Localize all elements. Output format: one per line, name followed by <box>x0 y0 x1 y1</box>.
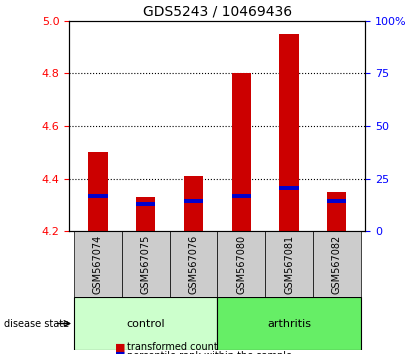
FancyBboxPatch shape <box>265 232 313 297</box>
Bar <box>232 73 251 232</box>
Text: GSM567082: GSM567082 <box>332 235 342 294</box>
Text: transformed count: transformed count <box>127 342 218 352</box>
Text: GSM567075: GSM567075 <box>141 235 151 294</box>
FancyBboxPatch shape <box>74 297 217 350</box>
Text: GSM567076: GSM567076 <box>189 235 199 294</box>
Text: GSM567080: GSM567080 <box>236 235 246 294</box>
Bar <box>184 199 203 203</box>
Bar <box>136 202 155 206</box>
Text: control: control <box>127 319 165 329</box>
Text: ■: ■ <box>115 351 126 354</box>
FancyBboxPatch shape <box>74 232 122 297</box>
Bar <box>88 152 108 232</box>
Text: GSM567074: GSM567074 <box>93 235 103 294</box>
Title: GDS5243 / 10469436: GDS5243 / 10469436 <box>143 4 292 18</box>
Bar <box>327 192 346 232</box>
Bar <box>184 176 203 232</box>
Bar <box>279 34 299 232</box>
Bar <box>327 199 346 203</box>
FancyBboxPatch shape <box>313 232 361 297</box>
Text: percentile rank within the sample: percentile rank within the sample <box>127 351 292 354</box>
Text: disease state: disease state <box>4 319 69 329</box>
Bar <box>88 194 108 198</box>
FancyBboxPatch shape <box>217 232 265 297</box>
Bar <box>279 186 299 190</box>
FancyBboxPatch shape <box>170 232 217 297</box>
Bar <box>232 194 251 198</box>
Text: arthritis: arthritis <box>267 319 311 329</box>
Text: ■: ■ <box>115 342 126 352</box>
Text: GSM567081: GSM567081 <box>284 235 294 294</box>
FancyBboxPatch shape <box>217 297 361 350</box>
FancyBboxPatch shape <box>122 232 170 297</box>
Bar <box>136 197 155 232</box>
